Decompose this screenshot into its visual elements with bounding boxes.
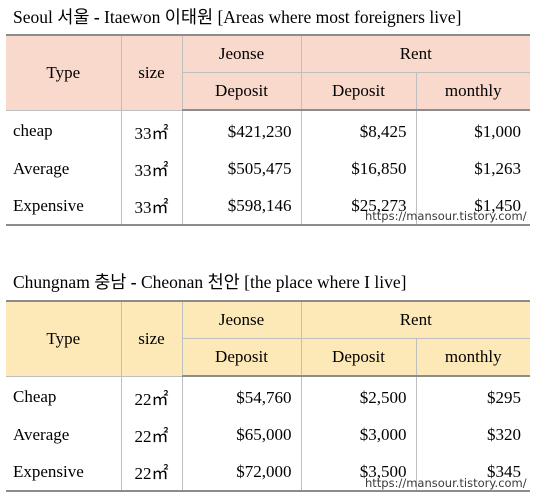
header-type: Type: [6, 34, 122, 111]
table-header-row: Type size Jeonse Rent: [6, 34, 531, 111]
header-rent: Rent: [300, 300, 531, 339]
cell-jeonse-deposit: $421,230: [181, 110, 302, 150]
cell-rent-deposit: $2,500: [300, 376, 417, 416]
cell-rent-monthly: $1,000: [415, 110, 531, 150]
cell-rent-monthly: $345: [415, 453, 531, 492]
seoul-title-district-en: Itaewon: [104, 7, 161, 27]
table-row: Expensive 33㎡ $598,146 $25,273 $1,450: [6, 187, 531, 226]
header-size: size: [120, 34, 183, 111]
chungnam-title-city-ko: 충남: [94, 272, 127, 292]
header-jeonse: Jeonse: [181, 34, 302, 73]
header-jeonse-deposit: Deposit: [182, 338, 302, 377]
cell-rent-monthly: $295: [415, 376, 531, 416]
header-rent-monthly: monthly: [415, 72, 531, 111]
table-header-row: Type size Jeonse Rent: [6, 300, 531, 377]
seoul-section-title: Seoul 서울 - Itaewon 이태원 [Areas where most…: [13, 4, 461, 29]
cell-jeonse-deposit: $505,475: [181, 150, 302, 187]
seoul-title-note: [Areas where most foreigners live]: [217, 7, 462, 27]
header-type: Type: [6, 300, 122, 377]
cell-rent-deposit: $25,273: [300, 187, 417, 226]
header-rent-monthly: monthly: [415, 338, 531, 377]
table-row: cheap 33㎡ $421,230 $8,425 $1,000: [6, 110, 531, 150]
cell-type: Expensive: [6, 453, 122, 492]
cell-type: cheap: [6, 110, 122, 150]
seoul-title-district-ko: 이태원: [164, 7, 214, 27]
table-row: Average 22㎡ $65,000 $3,000 $320: [6, 416, 531, 453]
header-jeonse-deposit: Deposit: [182, 72, 302, 111]
cell-size: 33㎡: [120, 150, 183, 187]
cell-size: 33㎡: [120, 187, 183, 226]
cell-rent-monthly: $1,263: [415, 150, 531, 187]
cell-rent-deposit: $3,000: [300, 416, 417, 453]
seoul-title-city-ko: 서울: [57, 7, 90, 27]
seoul-title-dash: -: [89, 7, 105, 27]
header-rent-deposit: Deposit: [300, 338, 417, 377]
header-size: size: [120, 300, 183, 377]
cell-type: Average: [6, 416, 122, 453]
table-row: Expensive 22㎡ $72,000 $3,500 $345: [6, 453, 531, 492]
header-rent: Rent: [300, 34, 531, 73]
watermark-link: https://mansour.tistory.com/: [365, 209, 527, 223]
table-subheader-row: Deposit Deposit monthly: [6, 338, 531, 377]
cell-jeonse-deposit: $54,760: [181, 376, 302, 416]
chungnam-section-title: Chungnam 충남 - Cheonan 천안 [the place wher…: [13, 269, 406, 294]
cell-size: 33㎡: [120, 110, 183, 150]
watermark-link: https://mansour.tistory.com/: [365, 476, 527, 490]
cell-rent-deposit: $8,425: [300, 110, 417, 150]
cell-jeonse-deposit: $72,000: [181, 453, 302, 492]
seoul-price-table: Type size Jeonse Rent Deposit Deposit mo…: [6, 34, 531, 226]
chungnam-title-district-en: Cheonan: [140, 272, 204, 292]
cell-rent-deposit: $16,850: [300, 150, 417, 187]
chungnam-title-note: [the place where I live]: [244, 272, 407, 292]
chungnam-price-table: Type size Jeonse Rent Deposit Deposit mo…: [6, 300, 531, 492]
table-row: Average 33㎡ $505,475 $16,850 $1,263: [6, 150, 531, 187]
cell-jeonse-deposit: $598,146: [181, 187, 302, 226]
cell-rent-monthly: $320: [415, 416, 531, 453]
cell-type: Expensive: [6, 187, 122, 226]
chungnam-title-district-ko: 천안: [207, 272, 240, 292]
cell-size: 22㎡: [120, 453, 183, 492]
seoul-title-city-en: Seoul: [13, 7, 53, 27]
header-rent-deposit: Deposit: [300, 72, 417, 111]
chungnam-title-city-en: Chungnam: [13, 272, 90, 292]
cell-rent-deposit: $3,500: [300, 453, 417, 492]
cell-type: Average: [6, 150, 122, 187]
cell-jeonse-deposit: $65,000: [181, 416, 302, 453]
cell-rent-monthly: $1,450: [415, 187, 531, 226]
header-jeonse: Jeonse: [181, 300, 302, 339]
table-subheader-row: Deposit Deposit monthly: [6, 72, 531, 111]
cell-type: Cheap: [6, 376, 122, 416]
cell-size: 22㎡: [120, 376, 183, 416]
table-row: Cheap 22㎡ $54,760 $2,500 $295: [6, 376, 531, 416]
cell-size: 22㎡: [120, 416, 183, 453]
chungnam-title-dash: -: [126, 272, 141, 292]
